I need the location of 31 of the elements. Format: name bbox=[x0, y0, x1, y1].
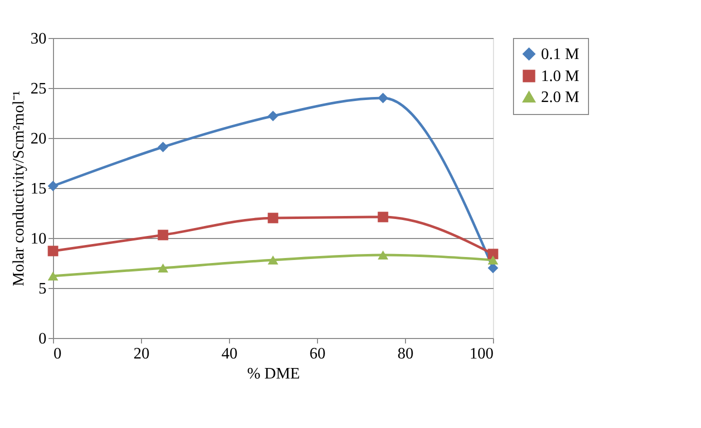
x-tick-label: 20 bbox=[134, 346, 150, 362]
point bbox=[48, 246, 58, 256]
x-tick-label: 80 bbox=[398, 346, 414, 362]
legend-label: 2.0 M bbox=[541, 89, 580, 106]
point bbox=[378, 212, 388, 222]
point bbox=[158, 230, 168, 240]
point bbox=[488, 255, 498, 265]
point bbox=[48, 180, 58, 192]
y-axis-title: Molar conductivity/Scm²mol⁻¹ bbox=[10, 90, 28, 286]
x-tick-label: 40 bbox=[222, 346, 238, 362]
legend-label: 0.1 M bbox=[541, 46, 580, 63]
point bbox=[268, 255, 278, 265]
y-tick-label: 0 bbox=[38, 330, 46, 348]
x-tick-label: 60 bbox=[310, 346, 326, 362]
y-tick-label: 20 bbox=[30, 130, 46, 148]
legend-label: 1.0 M bbox=[541, 68, 580, 85]
point bbox=[158, 263, 168, 273]
y-tick-label: 10 bbox=[30, 230, 46, 248]
point bbox=[48, 271, 58, 281]
y-tick-label: 30 bbox=[30, 30, 46, 48]
x-tick-label: 0 bbox=[54, 346, 62, 362]
x-tick-label: 100 bbox=[470, 346, 494, 362]
point bbox=[268, 212, 278, 224]
point bbox=[158, 142, 168, 152]
y-tick-label: 25 bbox=[30, 80, 46, 98]
y-tick-label: 5 bbox=[38, 280, 46, 298]
point bbox=[378, 92, 388, 104]
point bbox=[378, 250, 388, 260]
point bbox=[268, 110, 278, 122]
x-axis-title: % DME bbox=[247, 366, 300, 382]
y-tick-label: 15 bbox=[30, 180, 46, 198]
